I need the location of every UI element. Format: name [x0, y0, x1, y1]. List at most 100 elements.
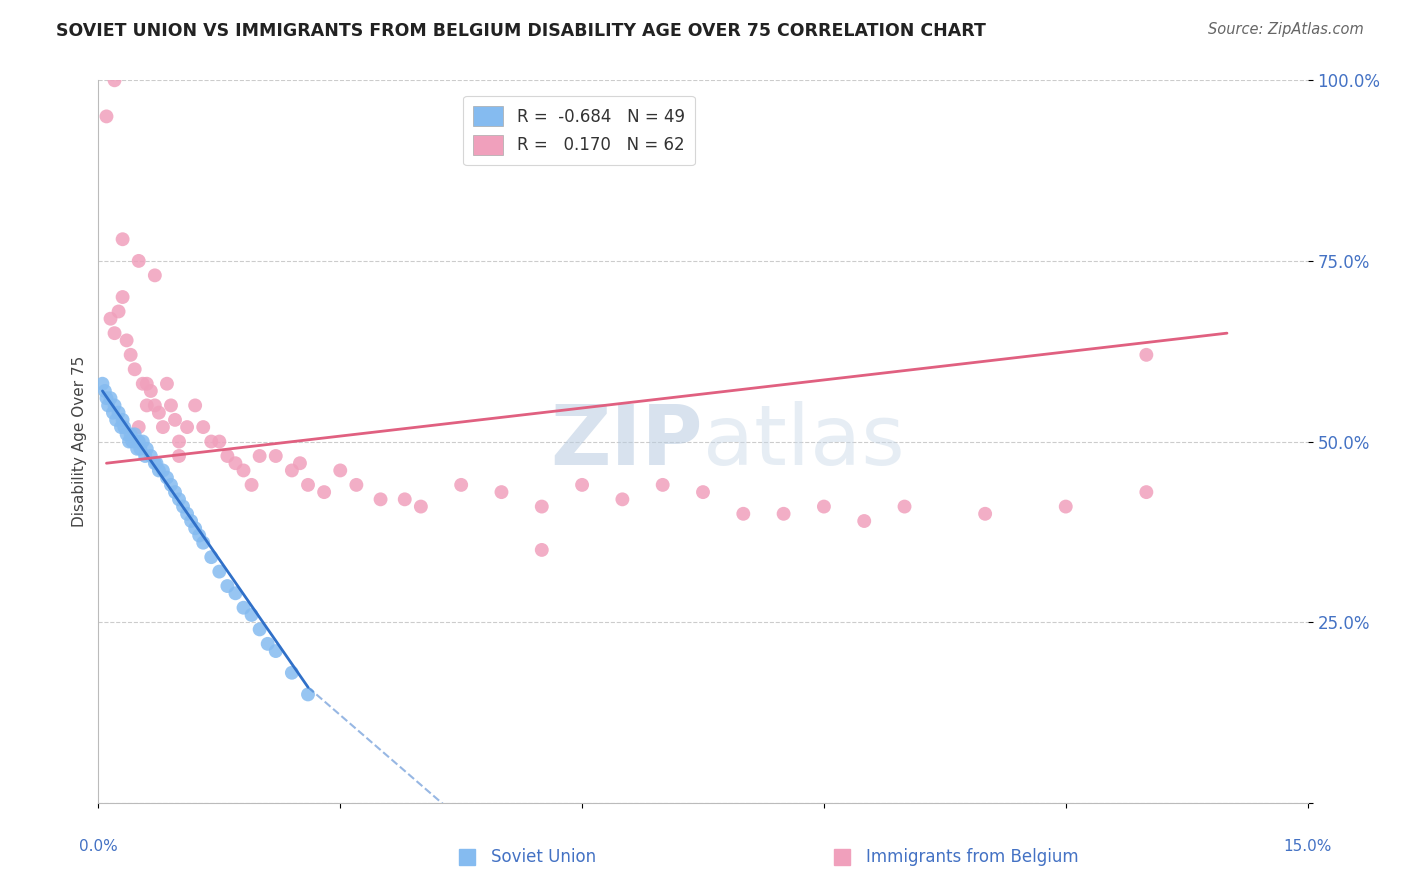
Point	[128, 253, 150, 268]
Point	[297, 478, 319, 492]
Point	[208, 565, 231, 579]
Point	[193, 420, 215, 434]
Point	[692, 485, 714, 500]
Point	[115, 427, 138, 442]
Point	[124, 362, 146, 376]
Point	[115, 334, 138, 348]
Point	[409, 500, 432, 514]
Text: Soviet Union: Soviet Union	[492, 848, 596, 866]
Point	[772, 507, 794, 521]
Point	[156, 471, 179, 485]
Point	[103, 326, 125, 341]
Point	[249, 623, 271, 637]
Point	[143, 268, 166, 283]
Point	[217, 449, 239, 463]
Point	[96, 109, 118, 123]
Point	[344, 478, 367, 492]
Point	[124, 427, 146, 442]
Point	[571, 478, 593, 492]
Point	[120, 348, 142, 362]
Point	[145, 456, 167, 470]
Point	[101, 406, 124, 420]
Point	[184, 398, 207, 412]
Point	[491, 485, 513, 500]
Point	[121, 434, 143, 449]
Text: Source: ZipAtlas.com: Source: ZipAtlas.com	[1208, 22, 1364, 37]
Point	[184, 521, 207, 535]
Point	[128, 434, 150, 449]
Point	[152, 420, 174, 434]
Point	[224, 456, 246, 470]
Point	[530, 500, 553, 514]
Point	[107, 304, 129, 318]
Point	[394, 492, 416, 507]
Point	[893, 500, 915, 514]
Point	[103, 398, 125, 412]
Point	[120, 427, 142, 442]
Text: SOVIET UNION VS IMMIGRANTS FROM BELGIUM DISABILITY AGE OVER 75 CORRELATION CHART: SOVIET UNION VS IMMIGRANTS FROM BELGIUM …	[56, 22, 986, 40]
Point	[143, 398, 166, 412]
Point	[329, 463, 352, 477]
Point	[96, 391, 118, 405]
Point	[135, 442, 157, 456]
Point	[94, 384, 117, 398]
Point	[297, 687, 319, 701]
Y-axis label: Disability Age Over 75: Disability Age Over 75	[72, 356, 87, 527]
Point	[612, 492, 634, 507]
Point	[314, 485, 336, 500]
Point	[105, 413, 128, 427]
Point	[129, 442, 152, 456]
Point	[256, 637, 278, 651]
Text: 0.0%: 0.0%	[79, 838, 118, 854]
Point	[1135, 485, 1157, 500]
Point	[91, 376, 114, 391]
Point	[176, 420, 198, 434]
Point	[232, 600, 254, 615]
Point	[148, 463, 170, 477]
Point	[249, 449, 271, 463]
Point	[240, 607, 263, 622]
Point	[148, 406, 170, 420]
Point	[1135, 348, 1157, 362]
Point	[111, 413, 134, 427]
Point	[974, 507, 997, 521]
Point	[450, 478, 472, 492]
Point	[100, 311, 122, 326]
Point	[172, 500, 194, 514]
Text: ZIP: ZIP	[551, 401, 703, 482]
Point	[193, 535, 215, 549]
Point	[167, 434, 190, 449]
Point	[813, 500, 835, 514]
Point	[163, 413, 186, 427]
Point	[132, 434, 155, 449]
Point	[111, 290, 134, 304]
Point	[152, 463, 174, 477]
Point	[200, 550, 222, 565]
Point	[160, 398, 183, 412]
Point	[853, 514, 876, 528]
Point	[200, 434, 222, 449]
Point	[128, 420, 150, 434]
Point	[103, 73, 125, 87]
Point	[110, 420, 132, 434]
Point	[139, 384, 162, 398]
Point	[188, 528, 211, 542]
Point	[156, 376, 179, 391]
Point	[232, 463, 254, 477]
Point	[134, 449, 156, 463]
Point	[240, 478, 263, 492]
Point	[167, 449, 190, 463]
Point	[530, 542, 553, 557]
Text: atlas: atlas	[703, 401, 904, 482]
Point	[118, 434, 141, 449]
Point	[176, 507, 198, 521]
Point	[224, 586, 246, 600]
Point	[167, 492, 190, 507]
Point	[112, 420, 135, 434]
Point	[143, 456, 166, 470]
Point	[651, 478, 673, 492]
Text: Immigrants from Belgium: Immigrants from Belgium	[866, 848, 1078, 866]
Point	[132, 376, 155, 391]
Point	[160, 478, 183, 492]
Point	[264, 644, 287, 658]
